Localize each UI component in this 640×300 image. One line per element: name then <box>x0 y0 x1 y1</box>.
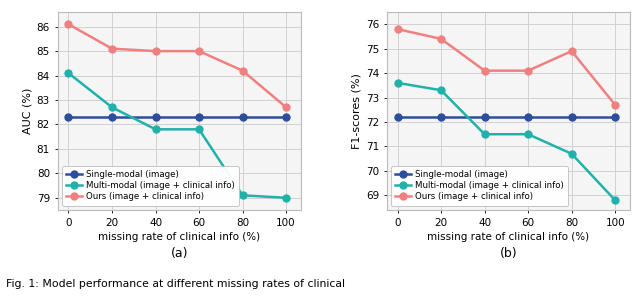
Multi-modal (image + clinical info) <box>195 128 203 131</box>
Multi-modal (image + clinical info) <box>65 71 72 75</box>
Multi-modal (image + clinical info) <box>437 88 445 92</box>
Ours (image + clinical info) <box>108 47 116 50</box>
Line: Ours (image + clinical info): Ours (image + clinical info) <box>65 21 289 111</box>
Line: Multi-modal (image + clinical info): Multi-modal (image + clinical info) <box>65 70 289 201</box>
Ours (image + clinical info) <box>282 106 290 109</box>
Legend: Single-modal (image), Multi-modal (image + clinical info), Ours (image + clinica: Single-modal (image), Multi-modal (image… <box>391 166 568 206</box>
Multi-modal (image + clinical info) <box>282 196 290 200</box>
Ours (image + clinical info) <box>394 27 401 31</box>
Ours (image + clinical info) <box>568 49 575 53</box>
Ours (image + clinical info) <box>195 49 203 53</box>
Ours (image + clinical info) <box>152 49 159 53</box>
Multi-modal (image + clinical info) <box>108 106 116 109</box>
Line: Multi-modal (image + clinical info): Multi-modal (image + clinical info) <box>394 80 619 204</box>
X-axis label: missing rate of clinical info (%): missing rate of clinical info (%) <box>428 232 589 242</box>
Multi-modal (image + clinical info) <box>394 81 401 85</box>
Single-modal (image) <box>282 115 290 119</box>
Text: Fig. 1: Model performance at different missing rates of clinical: Fig. 1: Model performance at different m… <box>6 279 346 289</box>
Ours (image + clinical info) <box>239 69 246 73</box>
Single-modal (image) <box>568 115 575 119</box>
Y-axis label: F1-scores (%): F1-scores (%) <box>351 73 362 149</box>
Multi-modal (image + clinical info) <box>524 132 532 136</box>
Multi-modal (image + clinical info) <box>568 152 575 156</box>
Multi-modal (image + clinical info) <box>481 132 488 136</box>
Single-modal (image) <box>524 115 532 119</box>
Ours (image + clinical info) <box>437 37 445 41</box>
Multi-modal (image + clinical info) <box>239 194 246 197</box>
Text: (a): (a) <box>171 248 188 260</box>
X-axis label: missing rate of clinical info (%): missing rate of clinical info (%) <box>99 232 260 242</box>
Single-modal (image) <box>394 115 401 119</box>
Line: Single-modal (image): Single-modal (image) <box>394 114 619 121</box>
Single-modal (image) <box>108 115 116 119</box>
Ours (image + clinical info) <box>524 69 532 73</box>
Single-modal (image) <box>195 115 203 119</box>
Line: Ours (image + clinical info): Ours (image + clinical info) <box>394 26 619 108</box>
Ours (image + clinical info) <box>481 69 488 73</box>
Single-modal (image) <box>152 115 159 119</box>
Single-modal (image) <box>611 115 619 119</box>
Single-modal (image) <box>437 115 445 119</box>
Ours (image + clinical info) <box>65 22 72 26</box>
Single-modal (image) <box>239 115 246 119</box>
Line: Single-modal (image): Single-modal (image) <box>65 114 289 121</box>
Ours (image + clinical info) <box>611 103 619 107</box>
Multi-modal (image + clinical info) <box>611 198 619 202</box>
Single-modal (image) <box>481 115 488 119</box>
Y-axis label: AUC (%): AUC (%) <box>22 88 33 134</box>
Multi-modal (image + clinical info) <box>152 128 159 131</box>
Legend: Single-modal (image), Multi-modal (image + clinical info), Ours (image + clinica: Single-modal (image), Multi-modal (image… <box>62 166 239 206</box>
Single-modal (image) <box>65 115 72 119</box>
Text: (b): (b) <box>500 248 517 260</box>
